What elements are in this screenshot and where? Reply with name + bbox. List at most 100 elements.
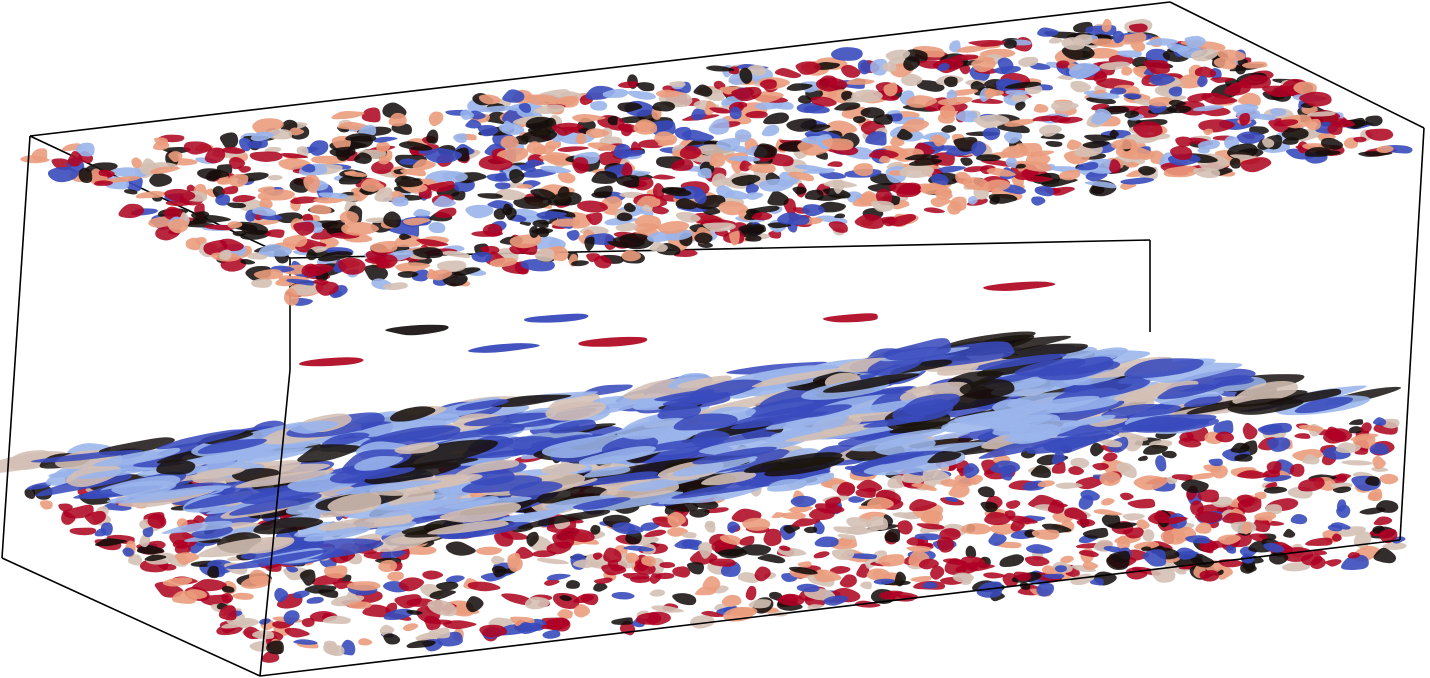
vortex-structure <box>1054 565 1067 573</box>
vortex-structure <box>914 533 941 541</box>
vortex-structure <box>463 412 552 427</box>
vortex-structure <box>1101 498 1115 506</box>
vortex-structure <box>1151 568 1176 583</box>
vortex-structure <box>371 160 394 174</box>
vortex-structure <box>781 512 807 520</box>
vortex-structure <box>788 505 813 513</box>
vortex-structure <box>931 145 957 151</box>
vortex-structure <box>229 157 246 170</box>
vortex-structure <box>1197 146 1211 154</box>
vortex-structure <box>426 129 439 144</box>
vortex-structure <box>1371 467 1389 472</box>
vortex-structure <box>970 81 985 92</box>
vortex-structure <box>480 105 515 113</box>
vortex-structure <box>897 520 913 535</box>
vortex-structure <box>1060 555 1074 564</box>
vortex-structure <box>394 175 423 188</box>
vortex-structure <box>651 605 684 613</box>
vortex-structure <box>565 579 581 589</box>
vortex-structure <box>583 466 631 478</box>
vortex-structure <box>1229 158 1241 169</box>
vortex-structure <box>184 487 288 509</box>
vortex-structure <box>851 89 883 103</box>
vortex-structure <box>849 428 947 452</box>
vortex-structure <box>1265 481 1278 488</box>
vortex-structure <box>289 127 305 136</box>
vortex-structure <box>767 190 789 206</box>
vortex-structure <box>1373 547 1397 564</box>
vortex-structure <box>740 544 772 556</box>
vortex-structure <box>142 526 154 538</box>
vortex-structure <box>1252 517 1271 533</box>
vortex-structure <box>290 196 321 205</box>
vortex-structure <box>745 181 759 195</box>
vortex-structure <box>585 128 610 139</box>
vortex-structure <box>124 189 138 195</box>
vortex-structure <box>1210 77 1234 84</box>
vortex-structure <box>1320 137 1344 150</box>
vortex-structure <box>551 122 583 136</box>
vortex-structure <box>1181 479 1209 494</box>
vortex-structure <box>1039 124 1062 137</box>
vortex-structure <box>161 520 233 534</box>
vortex-structure <box>630 576 651 584</box>
vortex-structure <box>1001 145 1029 159</box>
vortex-structure <box>768 230 782 239</box>
vortex-structure <box>856 479 883 493</box>
vortex-structure <box>744 396 828 417</box>
vortex-structure <box>1091 38 1116 47</box>
vortex-structure <box>232 592 254 600</box>
vortex-structure <box>24 487 36 499</box>
vortex-structure <box>848 528 880 535</box>
vortex-structure <box>980 501 998 513</box>
vortex-structure <box>1068 63 1101 80</box>
vortex-structure <box>587 142 619 151</box>
vortex-structure <box>829 566 851 574</box>
vortex-structure <box>1262 85 1295 98</box>
vortex-structure <box>329 146 356 158</box>
vortex-structure <box>227 221 243 229</box>
vortex-structure <box>264 229 285 238</box>
vortex-structure <box>493 531 514 547</box>
vortex-structure <box>1163 516 1188 525</box>
vortex-structure <box>753 143 778 158</box>
vortex-structure <box>1018 56 1039 68</box>
vortex-structure <box>1306 111 1336 117</box>
vortex-structure <box>30 449 143 463</box>
vortex-structure <box>779 545 791 551</box>
vortex-structure <box>465 596 484 613</box>
vortex-structure <box>1142 549 1167 567</box>
vortex-structure <box>865 516 889 530</box>
vortex-structure <box>398 141 433 151</box>
vortex-structure <box>427 627 451 639</box>
vortex-structure <box>428 111 444 127</box>
vortex-structure <box>896 128 913 141</box>
vortex-structure <box>361 107 381 123</box>
vortex-structure <box>883 82 898 97</box>
vortex-structure <box>1012 423 1061 442</box>
vortex-structure <box>1190 500 1204 517</box>
vortex-structure <box>607 241 630 248</box>
vortex-structure <box>722 115 752 125</box>
vortex-structure <box>1330 118 1355 128</box>
vortex-structure <box>525 159 545 166</box>
vortex-structure <box>873 578 895 585</box>
vortex-structure <box>39 500 53 510</box>
vortex-structure <box>1168 99 1186 107</box>
vortex-structure <box>1116 462 1137 479</box>
vortex-structure <box>1029 150 1055 157</box>
vortex-structure <box>857 59 871 75</box>
vortex-structure <box>1382 542 1407 550</box>
vortex-structure <box>802 204 825 217</box>
vortex-structure <box>911 482 937 492</box>
vortex-structure <box>692 446 777 465</box>
vortex-structure <box>807 604 824 610</box>
vortex-structure <box>1160 529 1186 545</box>
vortex-structure <box>711 173 727 188</box>
vortex-structure <box>960 157 973 166</box>
vortex-structure <box>1175 568 1187 575</box>
vortex-structure <box>365 217 388 224</box>
vortex-structure <box>616 417 689 440</box>
